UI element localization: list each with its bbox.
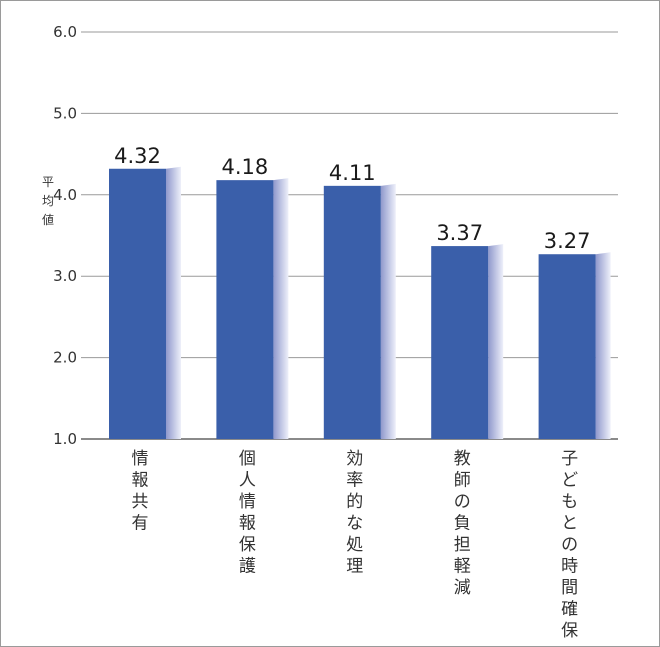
data-label: 4.11	[329, 161, 376, 185]
bar	[538, 254, 596, 439]
category-label: 効率的な処理	[346, 449, 363, 577]
bar	[323, 185, 381, 439]
y-tick-label: 6.0	[53, 23, 77, 41]
bar-side	[595, 252, 611, 439]
bar	[216, 180, 274, 439]
bar-side	[273, 178, 289, 439]
category-label: 個人情報保護	[239, 449, 256, 577]
data-label: 4.32	[114, 144, 161, 168]
y-tick-label: 1.0	[53, 430, 77, 448]
bar-side	[166, 166, 181, 439]
data-label: 4.18	[222, 155, 269, 179]
y-tick-label: 5.0	[53, 104, 77, 122]
category-label: 情報共有	[132, 449, 149, 534]
y-tick-label: 3.0	[53, 267, 77, 285]
category-label: 子どもとの時間確保	[561, 449, 578, 641]
bar	[431, 246, 489, 439]
y-tick-label: 2.0	[53, 349, 77, 367]
bar-side	[380, 183, 396, 439]
y-tick-label: 4.0	[53, 186, 77, 204]
bar-side	[488, 244, 504, 439]
data-label: 3.27	[544, 229, 591, 253]
bar	[109, 168, 166, 439]
data-label: 3.37	[436, 221, 483, 245]
y-axis-label: 平均値	[42, 175, 54, 227]
category-label: 教師の負担軽減	[454, 449, 471, 598]
